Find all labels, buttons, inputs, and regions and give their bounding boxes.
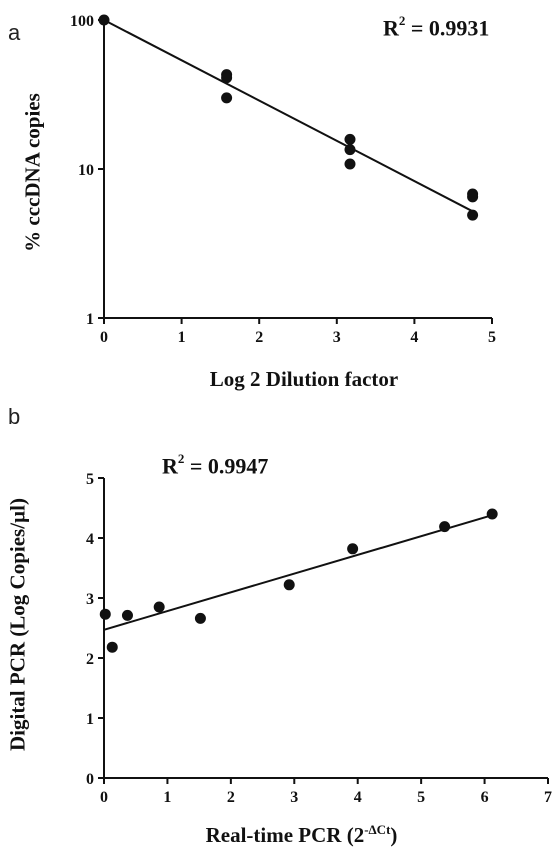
data-point-a xyxy=(344,133,356,145)
y-tick-label-a: 100 xyxy=(70,13,94,30)
fit-line-a xyxy=(103,19,474,213)
data-point-b xyxy=(439,521,451,533)
data-point-a xyxy=(344,144,356,156)
x-tick-label-b: 3 xyxy=(290,789,298,806)
x-axis-title-b-end: ) xyxy=(390,823,398,847)
data-point-b xyxy=(153,601,165,613)
data-point-b xyxy=(486,508,498,520)
x-tick-label-b: 1 xyxy=(163,789,171,806)
y-tick-label-b: 0 xyxy=(86,771,94,788)
r-squared-exponent-a: 2 xyxy=(398,13,406,28)
x-tick-label-a: 0 xyxy=(100,329,108,346)
data-point-b xyxy=(99,608,111,620)
x-tick-label-a: 3 xyxy=(333,329,341,346)
y-tick-label-b: 1 xyxy=(86,711,94,728)
x-tick-label-a: 2 xyxy=(255,329,263,346)
x-tick-label-a: 4 xyxy=(410,329,418,346)
y-tick-label-b: 4 xyxy=(86,531,94,548)
x-tick-label-b: 7 xyxy=(544,789,552,806)
x-tick-label-b: 6 xyxy=(481,789,489,806)
y-tick-label-a: 10 xyxy=(78,162,94,179)
x-tick-label-b: 4 xyxy=(354,789,362,806)
data-point-b xyxy=(194,612,206,624)
y-tick-label-b: 5 xyxy=(86,471,94,488)
r-squared-value-a: = 0.9931 xyxy=(405,15,490,41)
x-tick-label-b: 2 xyxy=(227,789,235,806)
panel-a-label: a xyxy=(8,20,21,45)
r-squared-symbol-b: R xyxy=(162,453,178,479)
y-tick-label-a: 1 xyxy=(86,311,94,328)
r-squared-exponent-b: 2 xyxy=(177,451,185,466)
data-point-b xyxy=(347,543,359,555)
r-squared-symbol-a: R xyxy=(383,15,399,41)
r-squared-annotation-a: R2 = 0.9931 xyxy=(383,13,490,41)
data-point-a xyxy=(221,92,233,104)
x-axis-title-a: Log 2 Dilution factor xyxy=(209,367,399,391)
data-point-a xyxy=(467,191,479,203)
data-point-a xyxy=(344,158,356,170)
x-tick-label-a: 5 xyxy=(488,329,496,346)
data-point-a xyxy=(467,209,479,221)
x-axis-title-b-superscript: -ΔCt xyxy=(364,822,391,837)
data-point-b xyxy=(121,609,133,621)
data-point-b xyxy=(283,579,295,591)
data-point-b xyxy=(106,641,118,653)
x-axis-title-b-main: Real-time PCR (2 xyxy=(205,823,365,847)
r-squared-value-b: = 0.9947 xyxy=(184,453,269,479)
x-axis-title-b: Real-time PCR (2-ΔCt) xyxy=(0,822,558,848)
y-tick-label-b: 3 xyxy=(86,591,94,608)
data-point-a xyxy=(221,72,233,84)
x-tick-label-b: 0 xyxy=(100,789,108,806)
x-tick-label-b: 5 xyxy=(417,789,425,806)
x-tick-label-a: 1 xyxy=(178,329,186,346)
r-squared-annotation-b: R2 = 0.9947 xyxy=(162,451,269,479)
data-point-a xyxy=(98,14,110,26)
y-tick-label-b: 2 xyxy=(86,651,94,668)
panel-b-label: b xyxy=(8,404,21,429)
fit-line-b xyxy=(103,514,493,631)
